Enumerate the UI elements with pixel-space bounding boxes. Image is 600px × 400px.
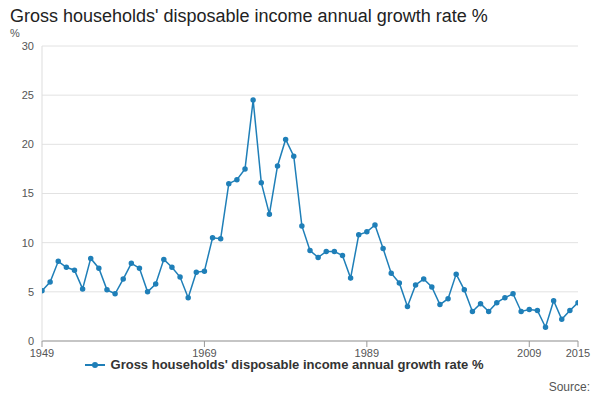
svg-text:15: 15 — [22, 187, 34, 199]
svg-text:1949: 1949 — [30, 347, 54, 359]
html-text:Source:: Source: — [548, 380, 590, 394]
svg-text:25: 25 — [22, 89, 34, 101]
html-text:Gross households' disposable i: Gross households' disposable income annu… — [10, 6, 488, 26]
svg-text:2009: 2009 — [517, 347, 541, 359]
html-text:Gross households' disposable i: Gross households' disposable income annu… — [110, 357, 484, 372]
svg-text:2015: 2015 — [566, 347, 590, 359]
svg-text:1989: 1989 — [355, 347, 379, 359]
svg-text:0: 0 — [28, 335, 34, 347]
svg-text:1969: 1969 — [192, 347, 216, 359]
svg-text:20: 20 — [22, 138, 34, 150]
svg-text:10: 10 — [22, 237, 34, 249]
svg-text:30: 30 — [22, 40, 34, 52]
svg-text:5: 5 — [28, 286, 34, 298]
